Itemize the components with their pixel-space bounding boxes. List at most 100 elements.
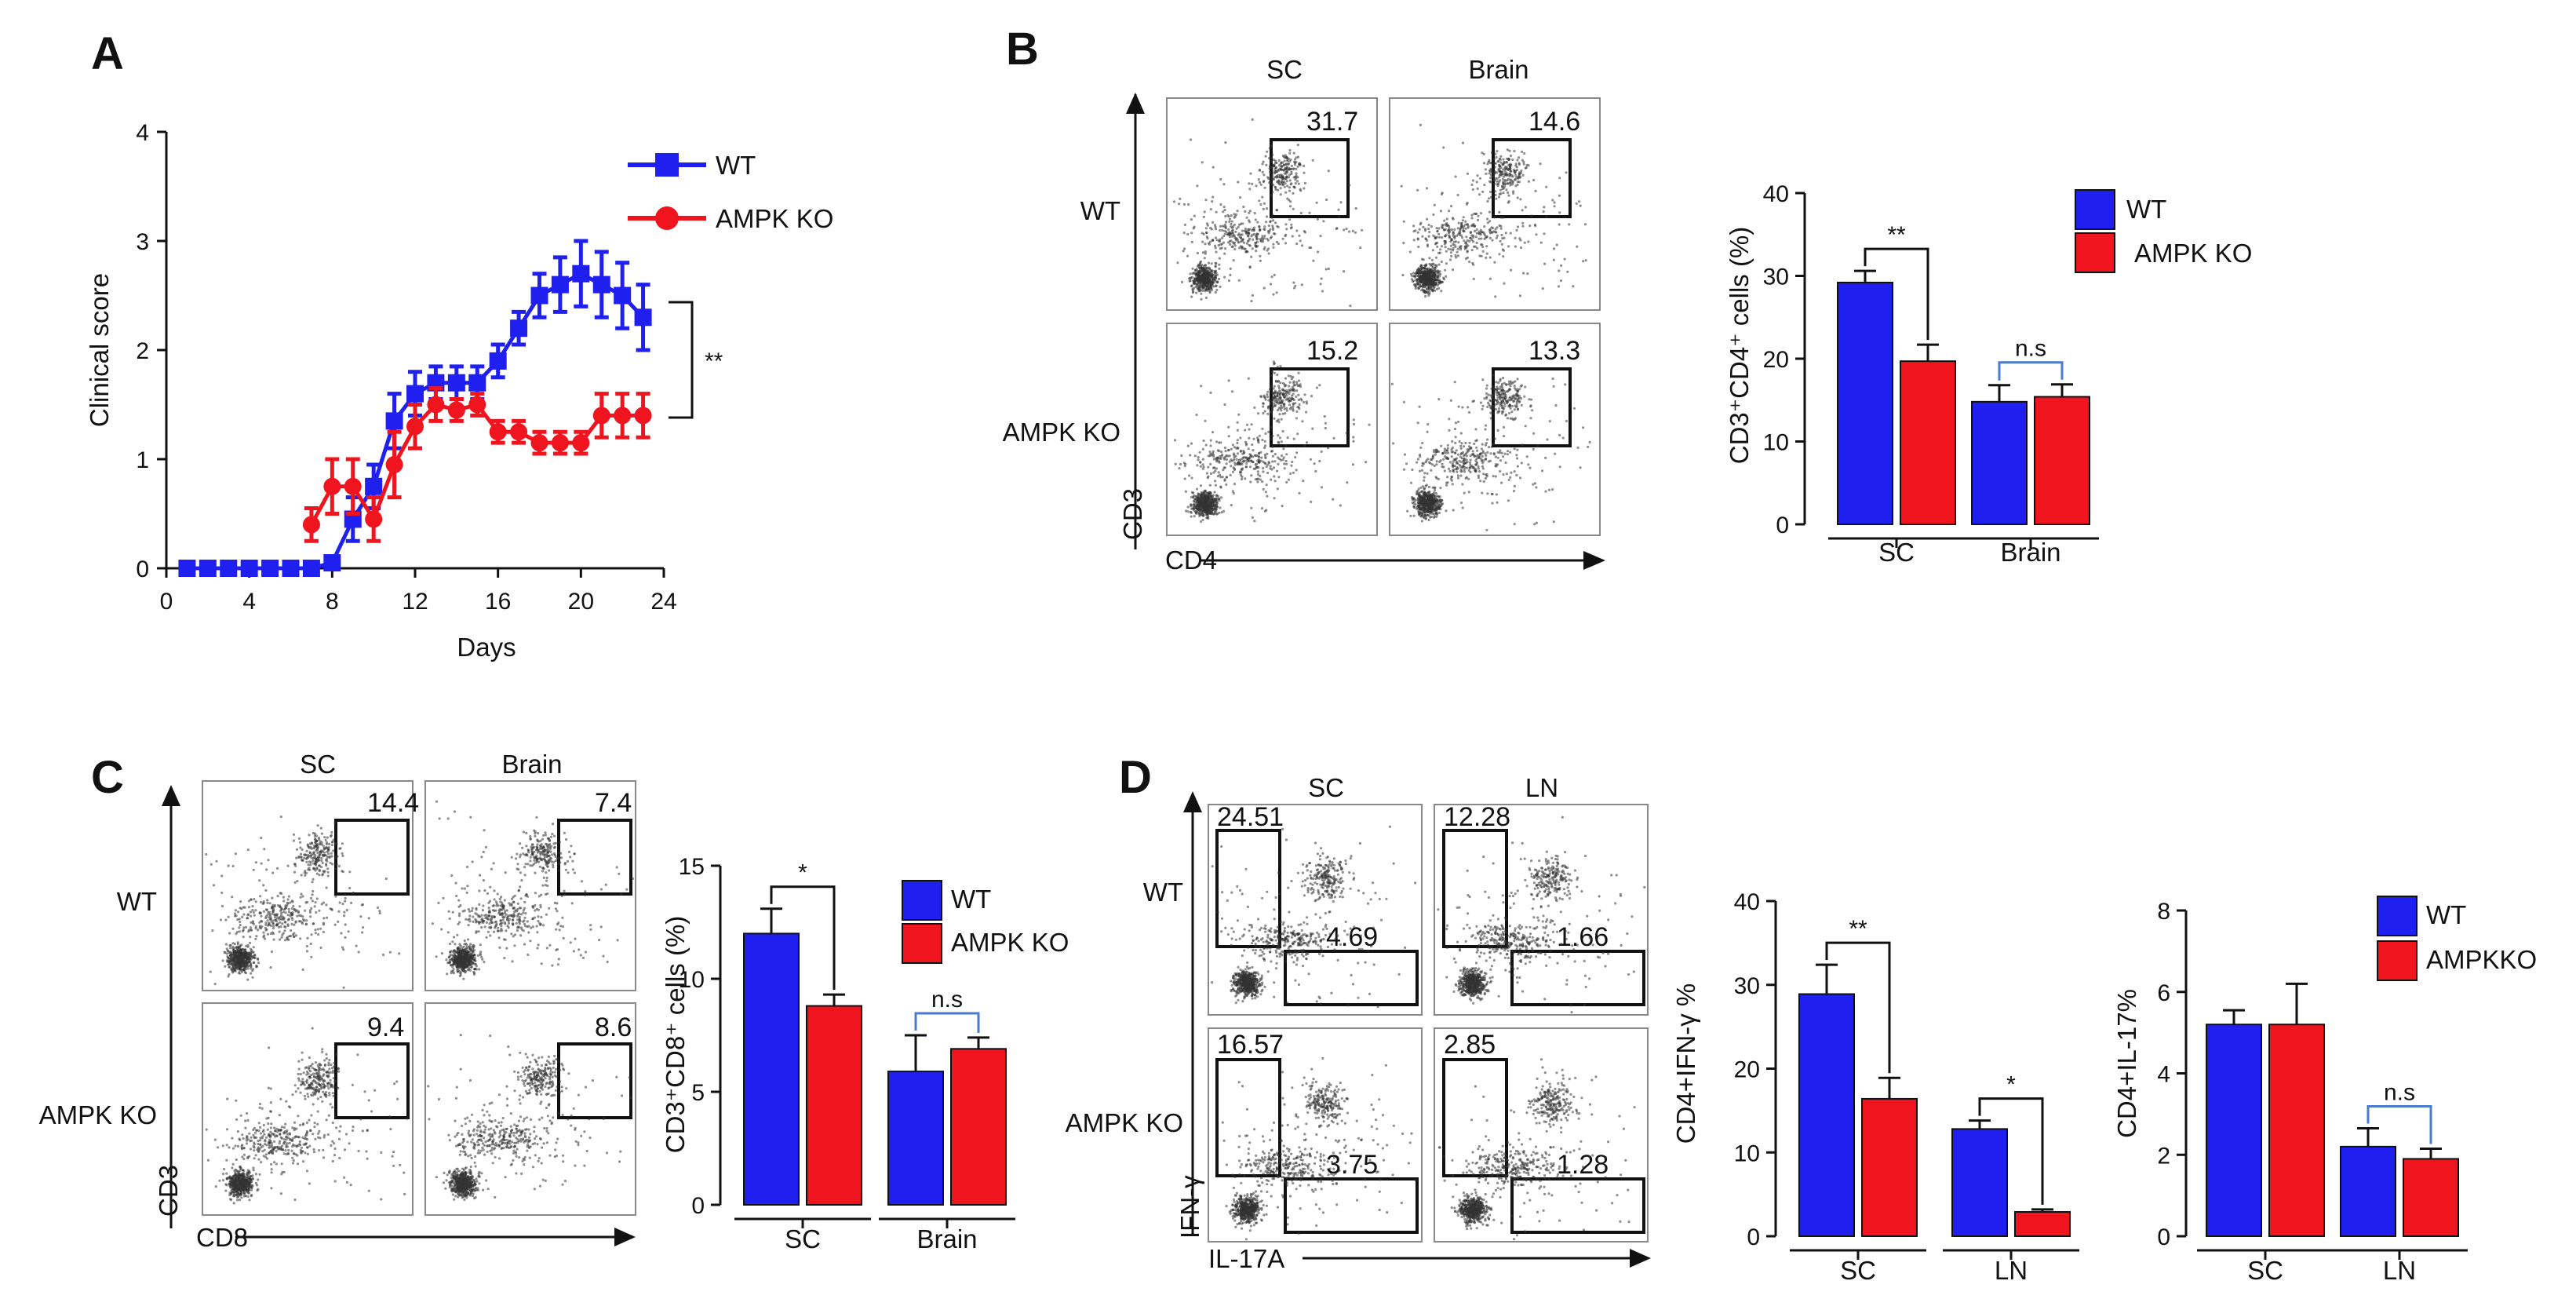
flow-dot xyxy=(1509,181,1512,184)
flow-dot xyxy=(1231,229,1234,232)
flow-dot xyxy=(1310,500,1313,504)
flow-dot xyxy=(1273,385,1276,388)
flow-dot xyxy=(1430,282,1433,285)
flow-dot xyxy=(1433,449,1436,452)
flow-dot xyxy=(1558,211,1561,214)
flow-dot xyxy=(1424,502,1427,505)
flow-dot xyxy=(1563,257,1566,261)
flow-dot xyxy=(1208,491,1211,494)
flow-dot xyxy=(1271,460,1274,463)
flow-dot xyxy=(1197,286,1201,290)
flow-dot xyxy=(1318,459,1321,463)
flow-dot xyxy=(1269,435,1272,438)
chart-a-point-wt xyxy=(178,560,196,577)
flow-dot xyxy=(1279,396,1282,400)
flow-dot xyxy=(1452,240,1456,243)
flow-dot xyxy=(1230,225,1233,228)
flow-dot xyxy=(1490,387,1493,390)
chart-a-xtick-label: 12 xyxy=(402,589,428,615)
chart-a-point-ko xyxy=(530,434,548,452)
flow-dot xyxy=(1259,478,1262,481)
flow-dot xyxy=(1578,200,1581,203)
flow-dot xyxy=(1227,241,1230,244)
flow-dot xyxy=(1461,483,1464,486)
flow-dot xyxy=(1451,268,1455,272)
flow-dot xyxy=(1489,167,1492,170)
flow-dot xyxy=(1448,210,1451,213)
flow-dot xyxy=(1262,470,1265,473)
flow-dot xyxy=(1283,185,1286,188)
flow-dot xyxy=(1449,244,1452,247)
flow-dot xyxy=(1488,159,1491,162)
flow-dot xyxy=(1553,205,1556,208)
flow-dot xyxy=(1273,452,1277,456)
flow-dot xyxy=(1423,505,1426,508)
flow-dot xyxy=(1453,228,1456,231)
flow-dot xyxy=(1232,259,1235,262)
flow-dot xyxy=(1434,476,1437,479)
legend-a-ko-label: AMPK KO xyxy=(716,204,833,233)
flow-dot xyxy=(1450,455,1453,458)
flow-dot xyxy=(1220,451,1223,454)
flow-dot xyxy=(1491,502,1494,505)
flow-dot xyxy=(1445,509,1448,513)
flow-dot xyxy=(1201,513,1204,516)
flow-dot xyxy=(1249,172,1252,175)
flow-dot xyxy=(1532,178,1536,182)
flow-dot xyxy=(1190,232,1193,235)
flow-dot xyxy=(250,972,253,975)
flow-dot xyxy=(1230,245,1233,249)
flow-dot xyxy=(1246,239,1249,243)
flow-dot xyxy=(1418,228,1421,231)
flow-dot xyxy=(1519,385,1522,388)
flow-dot xyxy=(1488,236,1492,239)
flow-dot xyxy=(1193,454,1197,458)
flow-dot xyxy=(1440,192,1444,195)
flow-dot xyxy=(1500,451,1503,454)
flow-dot xyxy=(1244,465,1248,469)
flow-dot xyxy=(1296,144,1299,147)
flow-dot xyxy=(249,941,252,944)
flow-dot xyxy=(1237,225,1240,228)
flow-dot xyxy=(1205,231,1208,235)
flow-dot xyxy=(1285,390,1288,393)
flow-dot xyxy=(1465,476,1468,479)
flow-dot xyxy=(1486,438,1489,441)
flow-dot xyxy=(1432,516,1436,519)
flow-dot xyxy=(1447,247,1450,250)
flow-dot xyxy=(251,976,254,979)
flow-dot xyxy=(1244,477,1247,480)
flow-dot xyxy=(1244,227,1247,231)
flow-dot xyxy=(1200,297,1203,301)
flow-b-value-ko-sc: 15.2 xyxy=(1306,336,1358,366)
chart-a-point-ko xyxy=(634,407,652,425)
flow-dot xyxy=(1493,182,1496,185)
flow-dot xyxy=(1495,236,1498,239)
flow-dot xyxy=(1250,423,1253,426)
flow-dot xyxy=(1212,501,1215,504)
flow-dot xyxy=(1271,445,1274,448)
flow-dot xyxy=(1456,250,1459,254)
flow-dot xyxy=(1459,474,1463,477)
flow-dot xyxy=(1236,441,1239,445)
flow-dot xyxy=(1464,441,1467,445)
flow-dot xyxy=(1201,285,1204,288)
flow-dot xyxy=(1515,400,1518,403)
flow-dot xyxy=(1484,236,1487,239)
flow-dot xyxy=(1449,251,1452,254)
flow-dot xyxy=(1434,256,1438,259)
flow-dot xyxy=(1530,398,1533,401)
flow-dot xyxy=(1488,256,1492,259)
flow-dot xyxy=(1239,458,1242,462)
flow-dot xyxy=(1291,235,1294,238)
flow-dot xyxy=(1442,465,1445,469)
flow-c-row-ko: AMPK KO xyxy=(39,1100,157,1129)
flow-dot xyxy=(1500,392,1503,396)
flow-dot xyxy=(1201,458,1204,461)
flow-dot xyxy=(1271,173,1274,177)
flow-dot xyxy=(1191,289,1194,292)
flow-dot xyxy=(1464,220,1467,223)
flow-dot xyxy=(1193,214,1196,217)
flow-dot xyxy=(1242,460,1245,463)
flow-dot xyxy=(1514,245,1517,248)
